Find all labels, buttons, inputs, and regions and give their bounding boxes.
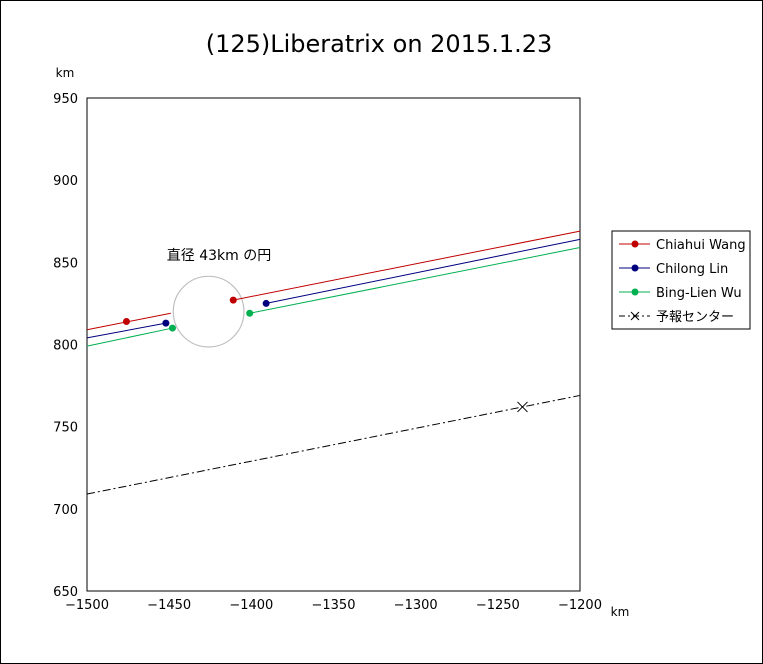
- series-point-0: [229, 296, 237, 304]
- x-tick-label: −1500: [65, 598, 109, 613]
- y-tick-label: 900: [53, 174, 78, 189]
- plot-area: [86, 97, 581, 592]
- legend-box: [611, 230, 751, 330]
- y-tick-label: 700: [53, 503, 78, 518]
- y-tick-label: 950: [53, 92, 78, 107]
- x-tick-label: −1400: [229, 598, 273, 613]
- y-tick-label: 850: [53, 256, 78, 271]
- forecast-marker: [517, 401, 528, 413]
- legend-marker-1: [631, 264, 639, 272]
- x-tick-label: −1300: [394, 598, 438, 613]
- series-point-1: [162, 319, 170, 327]
- legend-label-2: Bing-Lien Wu: [656, 286, 742, 301]
- y-tick-label: 650: [53, 585, 78, 600]
- chart-title: (125)Liberatrix on 2015.1.23: [206, 30, 553, 58]
- x-tick-label: −1350: [312, 598, 356, 613]
- y-tick-labels: 650 700 750 800 850 900 950: [53, 92, 78, 600]
- series-point-2: [246, 309, 254, 317]
- legend-marker-0: [631, 240, 639, 248]
- x-tick-label: −1200: [558, 598, 602, 613]
- legend-label-3: 予報センター: [656, 310, 734, 325]
- plot-content: [86, 230, 581, 495]
- series-line-1: [86, 322, 166, 339]
- series-point-0: [122, 317, 130, 325]
- x-tick-label: −1250: [476, 598, 520, 613]
- series-point-1: [262, 299, 270, 307]
- x-axis-unit: km: [611, 605, 630, 619]
- diameter-circle: [172, 275, 245, 348]
- circle-annotation: 直径 43km の円: [167, 247, 271, 264]
- x-tick-labels: −1500 −1450 −1400 −1350 −1300 −1250 −1200: [65, 598, 602, 613]
- legend-marker-3: [630, 311, 640, 321]
- x-tick-label: −1450: [147, 598, 191, 613]
- y-tick-label: 800: [53, 339, 78, 354]
- series-line-3: [86, 394, 581, 495]
- y-axis-unit: km: [56, 66, 75, 80]
- series-point-2: [168, 324, 176, 332]
- legend-marker-2: [631, 288, 639, 296]
- series-line-2: [249, 247, 581, 314]
- legend: Chiahui Wang Chilong Lin Bing-Lien Wu 予報センタ…: [619, 238, 746, 325]
- series-line-2: [86, 327, 173, 347]
- legend-label-0: Chiahui Wang: [656, 238, 746, 253]
- series-line-1: [266, 238, 581, 304]
- y-tick-label: 750: [53, 421, 78, 436]
- legend-label-1: Chilong Lin: [656, 262, 728, 277]
- series-line-0: [233, 230, 581, 301]
